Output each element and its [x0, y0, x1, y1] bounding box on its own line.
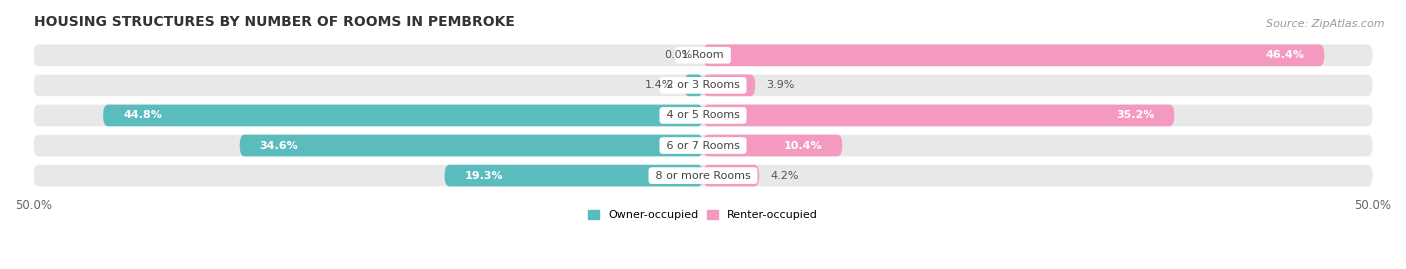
- FancyBboxPatch shape: [239, 135, 703, 156]
- FancyBboxPatch shape: [703, 105, 1174, 126]
- Text: 6 or 7 Rooms: 6 or 7 Rooms: [662, 140, 744, 151]
- FancyBboxPatch shape: [444, 165, 703, 186]
- FancyBboxPatch shape: [34, 105, 1372, 126]
- Text: 35.2%: 35.2%: [1116, 111, 1154, 121]
- FancyBboxPatch shape: [103, 105, 703, 126]
- FancyBboxPatch shape: [703, 135, 842, 156]
- Text: 46.4%: 46.4%: [1265, 50, 1305, 60]
- FancyBboxPatch shape: [34, 75, 1372, 96]
- Legend: Owner-occupied, Renter-occupied: Owner-occupied, Renter-occupied: [583, 205, 823, 225]
- Text: 19.3%: 19.3%: [464, 171, 503, 180]
- FancyBboxPatch shape: [703, 75, 755, 96]
- Text: 8 or more Rooms: 8 or more Rooms: [652, 171, 754, 180]
- FancyBboxPatch shape: [34, 44, 1372, 66]
- Text: 4 or 5 Rooms: 4 or 5 Rooms: [662, 111, 744, 121]
- Text: 3.9%: 3.9%: [766, 80, 794, 90]
- Text: HOUSING STRUCTURES BY NUMBER OF ROOMS IN PEMBROKE: HOUSING STRUCTURES BY NUMBER OF ROOMS IN…: [34, 15, 515, 29]
- Text: 10.4%: 10.4%: [783, 140, 823, 151]
- FancyBboxPatch shape: [685, 75, 703, 96]
- Text: 1.4%: 1.4%: [645, 80, 673, 90]
- Text: 34.6%: 34.6%: [260, 140, 298, 151]
- Text: 4.2%: 4.2%: [770, 171, 799, 180]
- FancyBboxPatch shape: [34, 135, 1372, 156]
- Text: Source: ZipAtlas.com: Source: ZipAtlas.com: [1267, 19, 1385, 29]
- Text: 44.8%: 44.8%: [124, 111, 162, 121]
- Text: 0.0%: 0.0%: [664, 50, 692, 60]
- Text: 1 Room: 1 Room: [679, 50, 727, 60]
- Text: 2 or 3 Rooms: 2 or 3 Rooms: [662, 80, 744, 90]
- FancyBboxPatch shape: [703, 165, 759, 186]
- FancyBboxPatch shape: [34, 165, 1372, 186]
- FancyBboxPatch shape: [703, 44, 1324, 66]
